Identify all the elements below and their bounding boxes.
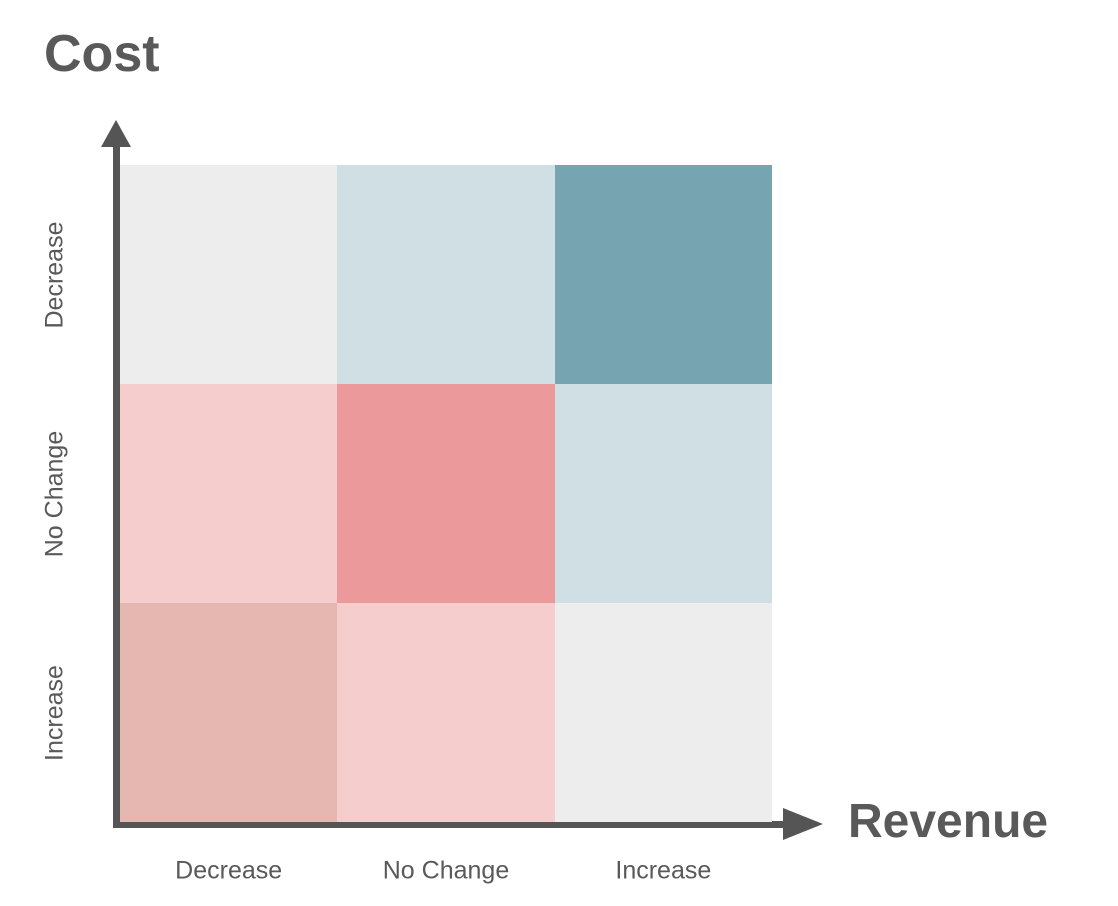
y-tick-label-increase: Increase <box>40 664 69 761</box>
matrix-cell-cost-increase-revenue-no-change <box>337 603 555 822</box>
x-tick-label-increase: Increase <box>615 856 712 885</box>
x-tick-label-decrease: Decrease <box>175 856 283 885</box>
matrix-cell-cost-decrease-revenue-no-change <box>337 165 555 384</box>
y-axis-line <box>113 138 120 828</box>
matrix-cell-cost-no-change-revenue-decrease <box>120 384 338 603</box>
y-axis-title: Cost <box>44 25 160 83</box>
matrix-cell-cost-increase-revenue-increase <box>554 603 772 822</box>
y-tick-label-no-change: No Change <box>40 430 69 557</box>
matrix-cell-cost-decrease-revenue-increase <box>554 165 772 384</box>
x-axis-arrowhead-icon <box>783 808 823 840</box>
matrix-cell-cost-no-change-revenue-no-change <box>337 384 555 603</box>
y-tick-label-decrease: Decrease <box>40 221 69 328</box>
x-tick-label-no-change: No Change <box>382 856 510 885</box>
x-axis-line <box>113 821 791 828</box>
x-axis-title: Revenue <box>848 795 1049 848</box>
heatmap-grid <box>120 165 772 822</box>
matrix-cell-cost-increase-revenue-decrease <box>120 603 338 822</box>
matrix-cell-cost-decrease-revenue-decrease <box>120 165 338 384</box>
matrix-cell-cost-no-change-revenue-increase <box>554 384 772 603</box>
